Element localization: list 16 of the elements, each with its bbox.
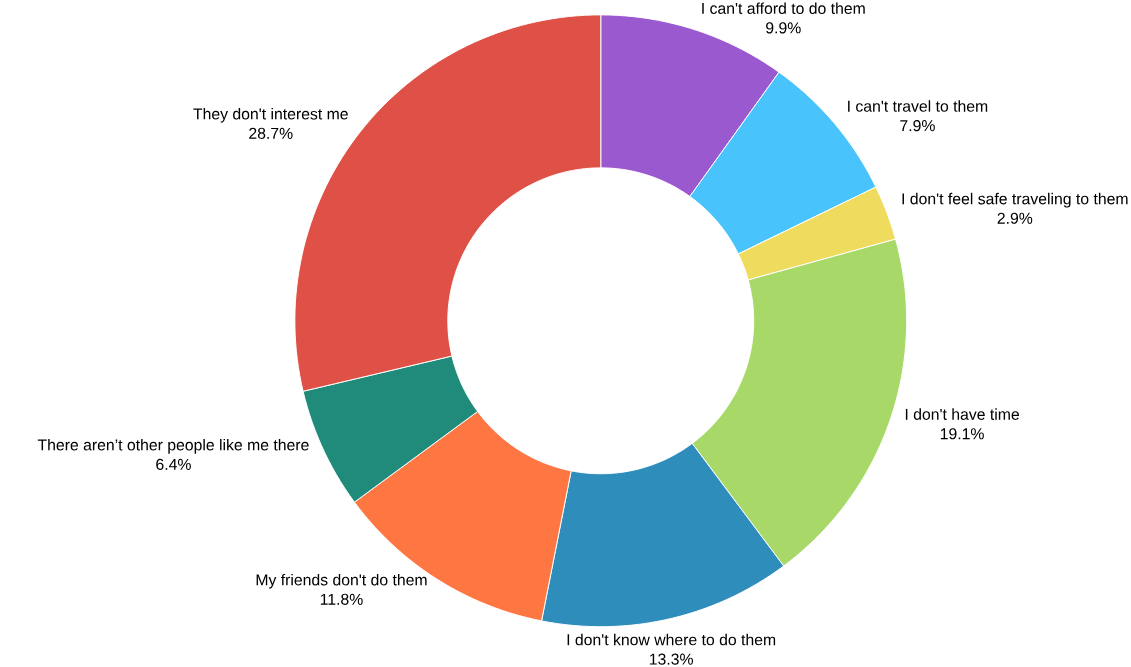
data-label: 9.9% [766, 22, 801, 34]
data-label: 11.8% [320, 593, 363, 605]
data-label: 2.9% [997, 212, 1033, 224]
slice-label: There aren’t other people like me there [37, 438, 309, 454]
data-label: 13.3% [649, 653, 693, 665]
data-label: 6.4% [156, 458, 191, 470]
slice-label: I don't feel safe traveling to them [902, 192, 1128, 208]
slice-label: They don't interest me [193, 107, 348, 123]
data-label: 7.9% [900, 119, 935, 132]
slice-label: I don't have time [905, 408, 1019, 420]
data-label: 28.7% [249, 127, 293, 139]
slice-label: I can't afford to do them [702, 2, 865, 14]
slice-label: I can't travel to them [848, 100, 988, 112]
slice-label: I don't know where to do them [567, 633, 776, 646]
slice-label: My friends don't do them [256, 573, 427, 589]
data-label: 19.1% [940, 428, 984, 440]
